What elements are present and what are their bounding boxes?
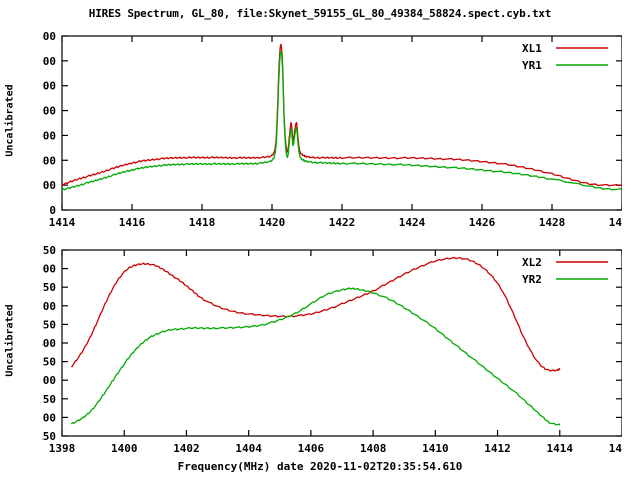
y-tick-label: 600: [42, 129, 56, 142]
x-tick-label: 1414: [49, 216, 76, 226]
y-tick-label: 250: [42, 393, 56, 406]
y-tick-label: 1200: [42, 55, 56, 68]
x-tick-label: 1410: [422, 442, 449, 455]
y-tick-label: 500: [42, 300, 56, 313]
legend-label-yr2: YR2: [522, 273, 542, 286]
y-tick-label: 600: [42, 263, 56, 276]
x-tick-label: 1424: [399, 216, 426, 226]
series-line-xl2: [71, 256, 561, 372]
legend-label-xl2: XL2: [522, 256, 542, 269]
bottom-plot-canvas: 1398 1400 1402 1404 1406 1408 1410 1412 1414 1416…: [42, 244, 622, 455]
x-tick-label: 1400: [111, 442, 138, 455]
x-tick-label: 1416: [119, 216, 146, 226]
x-tick-label: 1430: [609, 216, 622, 226]
x-tick-label: 1414: [547, 442, 574, 455]
x-tick-label: 1418: [189, 216, 216, 226]
top-plot-canvas: 1414 1416 1418 1420 1422 1424 1426 1428 1430 0 200…: [42, 30, 622, 226]
x-tick-label: 1420: [259, 216, 286, 226]
x-tick-label: 1422: [329, 216, 356, 226]
y-axis-label-bottom: Uncalibrated: [4, 304, 16, 377]
x-tick-label: 1404: [235, 442, 262, 455]
x-tick-label: 1416: [609, 442, 622, 455]
x-tick-label: 1406: [298, 442, 325, 455]
y-tick-label: 1400: [42, 30, 56, 43]
y-tick-label: 350: [42, 356, 56, 369]
x-tick-label: 1412: [484, 442, 511, 455]
y-tick-label: 0: [49, 204, 56, 217]
y-tick-label: 550: [42, 281, 56, 294]
y-tick-label: 400: [42, 337, 56, 350]
series-line-yr2: [70, 287, 561, 426]
legend-label-xl1: XL1: [522, 42, 542, 55]
y-tick-label: 150: [42, 430, 56, 443]
series-line-yr1: [61, 50, 622, 191]
y-tick-label: 300: [42, 374, 56, 387]
bottom-spectrum-panel: 1398 1400 1402 1404 1406 1408 1410 1412 1414 1416…: [42, 240, 622, 460]
y-tick-label: 650: [42, 244, 56, 257]
top-spectrum-panel: 1414 1416 1418 1420 1422 1424 1426 1428 1430 0 200…: [42, 26, 622, 226]
y-tick-label: 200: [42, 411, 56, 424]
x-axis-label: Frequency(MHz) date 2020-11-02T20:35:54.…: [177, 460, 463, 473]
y-tick-label: 200: [42, 179, 56, 192]
y-tick-label: 400: [42, 154, 56, 167]
x-tick-label: 1428: [539, 216, 566, 226]
x-tick-label: 1398: [49, 442, 76, 455]
x-tick-label: 1402: [173, 442, 200, 455]
x-tick-label: 1426: [469, 216, 496, 226]
y-tick-label: 800: [42, 105, 56, 118]
y-axis-label-top: Uncalibrated: [4, 84, 16, 157]
y-tick-label: 1000: [42, 80, 56, 93]
y-tick-label: 450: [42, 318, 56, 331]
x-tick-label: 1408: [360, 442, 387, 455]
legend-label-yr1: YR1: [522, 59, 542, 72]
page-title: HIRES Spectrum, GL_80, file:Skynet_59155…: [88, 7, 552, 20]
